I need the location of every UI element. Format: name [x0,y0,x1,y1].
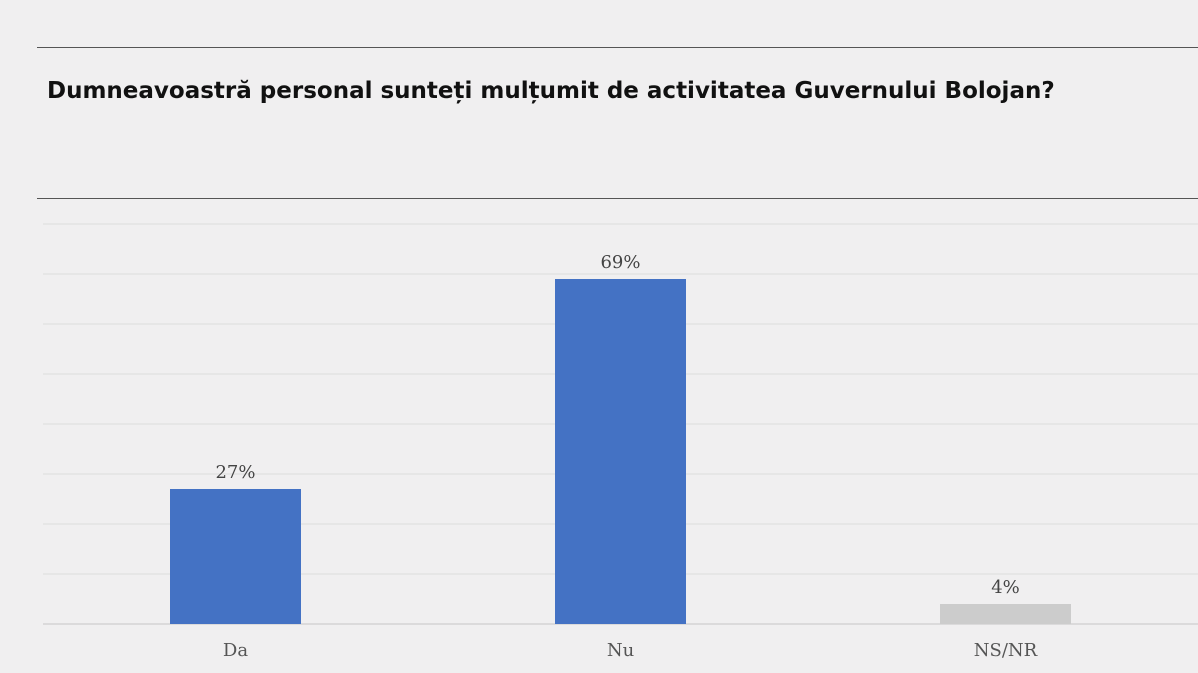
bar-nu [555,279,686,624]
data-label: 69% [600,252,640,273]
category-tick-label: Nu [607,640,634,661]
category-tick-label: NS/NR [974,640,1038,661]
category-tick-label: Da [223,640,248,661]
data-label: 4% [991,577,1020,598]
title-divider [37,198,1198,199]
bar-da [170,489,301,624]
bar-ns-nr [940,604,1071,624]
data-label: 27% [215,462,255,483]
chart-title: Dumneavoastră personal sunteți mulțumit … [47,78,1055,104]
top-divider [37,47,1198,48]
